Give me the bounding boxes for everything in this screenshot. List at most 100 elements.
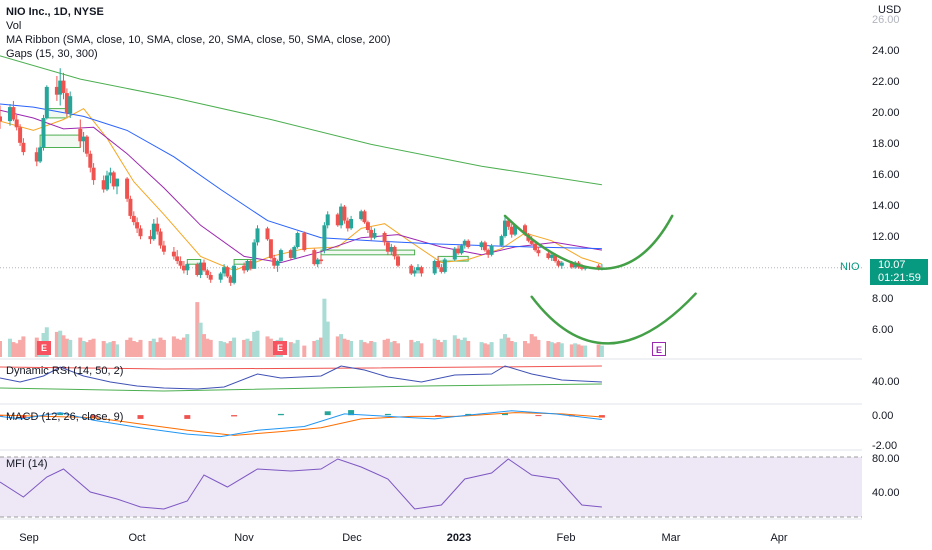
macd-histogram-bar xyxy=(384,413,391,416)
price-tick: 24.00 xyxy=(872,45,900,57)
volume-bar xyxy=(81,341,86,357)
volume-bar xyxy=(178,339,183,357)
candle-body xyxy=(268,239,273,258)
candle-body xyxy=(462,240,467,246)
currency-label: USD xyxy=(878,4,902,16)
gap-box xyxy=(320,249,416,256)
rsi-tick: 40.00 xyxy=(872,376,900,388)
candle-body xyxy=(151,223,156,240)
candle-body xyxy=(442,259,447,272)
earnings-marker-upcoming[interactable]: E xyxy=(652,342,666,356)
candle-body xyxy=(439,267,444,272)
candle-body xyxy=(546,253,551,258)
price-tick: 18.00 xyxy=(872,138,900,150)
price-tick: 22.00 xyxy=(872,76,900,88)
volume-bar xyxy=(61,335,66,357)
volume-bar xyxy=(599,345,604,357)
candle-body xyxy=(58,80,63,95)
candle-body xyxy=(272,257,277,266)
candle-body xyxy=(295,233,300,247)
volume-bar xyxy=(11,342,16,357)
candle-body xyxy=(195,264,200,275)
volume-label: Vol xyxy=(6,20,22,32)
volume-bar xyxy=(111,341,116,357)
volume-bar xyxy=(549,342,554,357)
volume-bar xyxy=(265,336,270,357)
candle-body xyxy=(533,243,538,251)
volume-bar xyxy=(115,344,119,357)
volume-bar xyxy=(553,343,558,357)
volume-bar xyxy=(509,341,514,357)
ma-200-line xyxy=(0,55,602,186)
candle-body xyxy=(432,261,437,274)
candle-body xyxy=(509,226,514,235)
last-price-value: 10.07 xyxy=(878,259,906,271)
volume-bar xyxy=(88,339,93,357)
price-tick: 14.00 xyxy=(872,200,900,212)
candle-body xyxy=(252,242,257,269)
volume-bar xyxy=(486,344,491,357)
price-tick: 8.00 xyxy=(872,293,894,305)
volume-bar xyxy=(409,339,414,357)
candle-body xyxy=(536,250,541,254)
earnings-marker[interactable]: E xyxy=(273,341,287,355)
annotation-curve xyxy=(503,214,674,271)
volume-bar xyxy=(513,342,517,357)
macd-histogram-bar xyxy=(465,413,472,416)
macd-histogram-bar xyxy=(502,413,508,416)
volume-bar xyxy=(419,343,424,357)
candle-body xyxy=(185,264,190,271)
macd-tick: -2.00 xyxy=(872,440,898,452)
candle-body xyxy=(319,259,323,262)
volume-bar xyxy=(533,336,538,357)
earnings-marker[interactable]: E xyxy=(37,341,51,355)
candle-body xyxy=(115,178,119,187)
volume-bar xyxy=(372,342,377,357)
candle-body xyxy=(342,206,347,221)
volume-bar xyxy=(295,339,300,357)
candle-body xyxy=(111,172,116,187)
volume-bar xyxy=(359,339,364,357)
volume-bar xyxy=(78,337,83,357)
candle-body xyxy=(553,254,558,261)
candle-body xyxy=(459,245,464,254)
macd-histogram-bar xyxy=(435,415,442,417)
volume-bar xyxy=(225,343,230,357)
candle-body xyxy=(416,267,420,271)
volume-bar xyxy=(416,341,420,357)
candle-body xyxy=(312,250,317,265)
x-tick: Feb xyxy=(556,532,576,544)
macd-histogram-bar xyxy=(20,415,27,419)
candle-body xyxy=(479,242,484,248)
volume-bar xyxy=(385,338,390,357)
candle-body xyxy=(108,172,113,176)
macd-histogram-bar xyxy=(137,415,144,419)
volume-bar xyxy=(245,338,250,357)
candle-body xyxy=(569,262,574,268)
volume-bar xyxy=(195,302,200,357)
candle-body xyxy=(466,240,471,247)
candle-body xyxy=(362,211,367,223)
candle-body xyxy=(181,265,186,271)
volume-bar xyxy=(58,330,63,357)
candle-body xyxy=(84,136,89,154)
volume-bar xyxy=(222,342,227,357)
volume-bar xyxy=(302,345,307,357)
candle-body xyxy=(278,250,283,261)
volume-bar xyxy=(466,341,471,357)
macd-line xyxy=(0,410,602,438)
candle-body xyxy=(556,261,561,266)
candle-body xyxy=(41,118,46,148)
candle-body xyxy=(18,127,23,143)
volume-bar xyxy=(322,298,327,357)
candle-body xyxy=(302,233,307,251)
volume-bar xyxy=(412,342,417,357)
volume-bar xyxy=(155,342,160,357)
candle-body xyxy=(596,265,601,269)
macd-histogram-bar xyxy=(277,413,284,416)
volume-bar xyxy=(292,343,297,357)
candle-body xyxy=(11,107,16,120)
volume-bar xyxy=(362,342,367,357)
ma-ribbon-label: MA Ribbon (SMA, close, 10, SMA, close, 2… xyxy=(6,34,391,46)
